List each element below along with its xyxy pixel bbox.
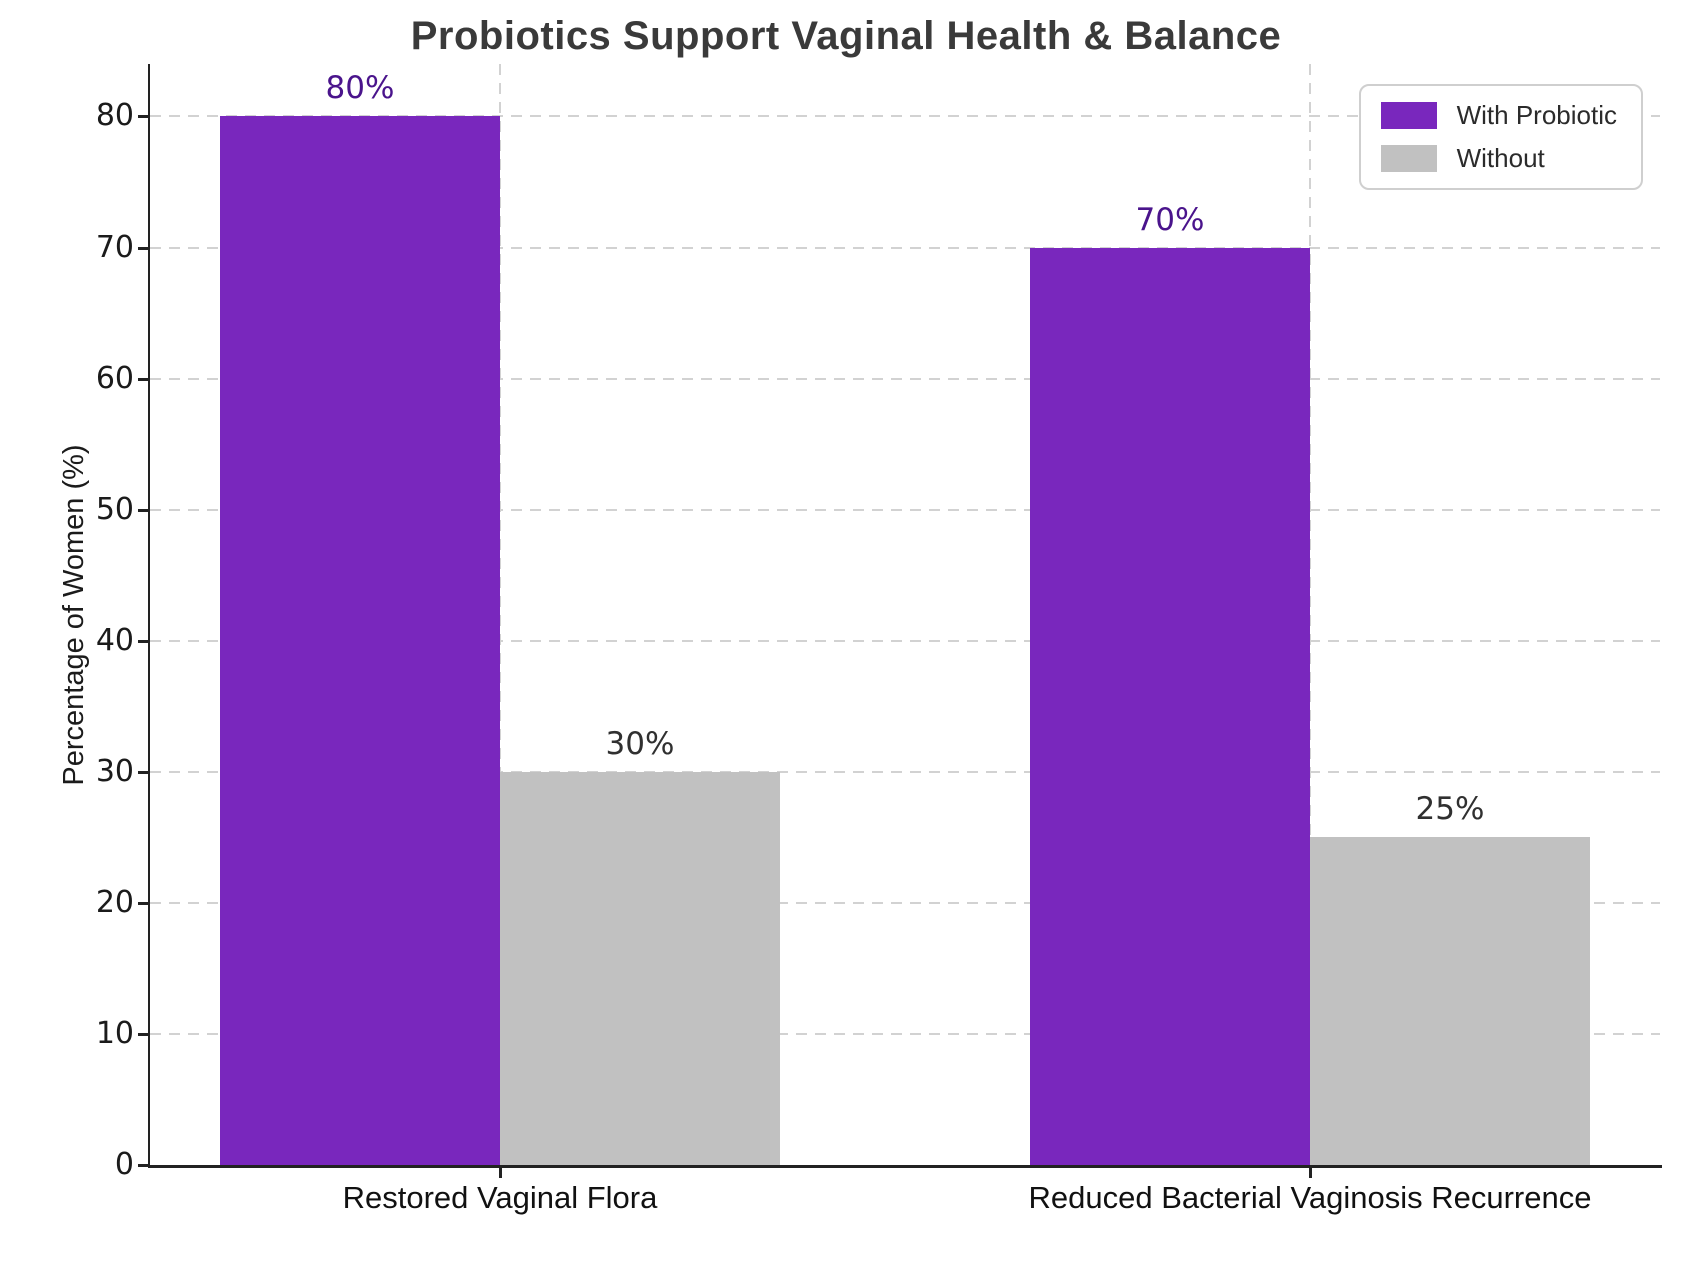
legend-item-without: Without bbox=[1380, 143, 1617, 174]
y-tick-mark bbox=[138, 508, 149, 512]
x-category-label: Restored Vaginal Flora bbox=[342, 1180, 658, 1215]
bar-without bbox=[1310, 837, 1590, 1165]
y-tick-mark bbox=[138, 1164, 149, 1167]
y-tick-label: 80 bbox=[95, 98, 134, 134]
y-tick-label: 50 bbox=[95, 491, 134, 527]
gridline-horizontal bbox=[150, 115, 1660, 118]
plot-area bbox=[150, 64, 1660, 1165]
gridline-vertical bbox=[1309, 64, 1311, 1165]
legend-swatch-with-probiotic bbox=[1380, 102, 1437, 129]
x-axis-spine bbox=[148, 1165, 1662, 1168]
gridline-horizontal bbox=[150, 1032, 1660, 1035]
x-tick-mark bbox=[499, 1168, 502, 1178]
y-tick-label: 0 bbox=[114, 1147, 134, 1182]
legend-label-with-probiotic: With Probiotic bbox=[1456, 100, 1617, 130]
y-tick-mark bbox=[138, 639, 149, 643]
bar-value-label: 80% bbox=[325, 70, 395, 107]
bar-value-label: 30% bbox=[605, 725, 675, 762]
legend-item-with-probiotic: With Probiotic bbox=[1380, 100, 1617, 131]
y-axis-spine bbox=[148, 64, 150, 1168]
bar-value-label: 25% bbox=[1415, 791, 1485, 828]
y-tick-mark bbox=[138, 115, 149, 119]
gridline-horizontal bbox=[150, 639, 1660, 642]
legend-label-without: Without bbox=[1456, 143, 1545, 173]
y-tick-mark bbox=[138, 901, 149, 905]
y-tick-label: 20 bbox=[95, 884, 134, 920]
legend-swatch-without bbox=[1380, 145, 1437, 172]
gridline-horizontal bbox=[150, 770, 1660, 773]
bar-value-label: 70% bbox=[1135, 201, 1205, 238]
x-category-label: Reduced Bacterial Vaginosis Recurrence bbox=[1028, 1180, 1592, 1215]
y-tick-label: 40 bbox=[95, 622, 134, 658]
y-tick-mark bbox=[138, 770, 149, 774]
legend: With Probiotic Without bbox=[1358, 84, 1643, 190]
x-tick-mark bbox=[1309, 1168, 1312, 1178]
y-tick-label: 60 bbox=[95, 360, 134, 396]
y-tick-label: 10 bbox=[95, 1015, 134, 1051]
y-tick-mark bbox=[138, 377, 149, 381]
bar-with-probiotic bbox=[220, 116, 500, 1165]
gridline-vertical bbox=[499, 64, 501, 1165]
y-tick-mark bbox=[138, 1032, 149, 1036]
bar-with-probiotic bbox=[1030, 247, 1310, 1165]
bar-without bbox=[500, 771, 780, 1165]
chart-title: Probiotics Support Vaginal Health & Bala… bbox=[410, 14, 1282, 58]
gridline-horizontal bbox=[150, 246, 1660, 249]
y-tick-label: 30 bbox=[95, 753, 134, 789]
gridline-horizontal bbox=[150, 508, 1660, 511]
y-tick-label: 70 bbox=[95, 229, 134, 265]
gridline-horizontal bbox=[150, 377, 1660, 380]
y-tick-mark bbox=[138, 246, 149, 250]
gridline-horizontal bbox=[150, 901, 1660, 904]
